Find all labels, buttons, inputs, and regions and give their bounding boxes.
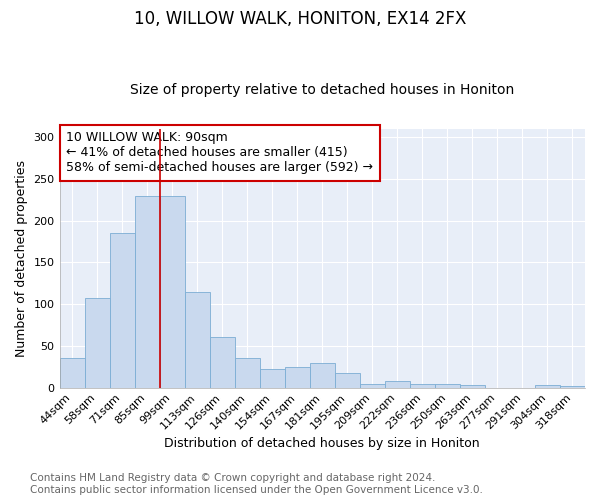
Bar (59, 358, 85, 388)
Text: 10 WILLOW WALK: 90sqm
← 41% of detached houses are smaller (415)
58% of semi-det: 10 WILLOW WALK: 90sqm ← 41% of detached … (67, 132, 373, 174)
Bar (535, 385, 560, 388)
Bar (110, 233, 134, 388)
Text: 10, WILLOW WALK, HONITON, EX14 2FX: 10, WILLOW WALK, HONITON, EX14 2FX (134, 10, 466, 28)
Bar (260, 369, 285, 388)
Bar (560, 386, 585, 388)
Bar (85, 298, 110, 388)
Bar (410, 384, 435, 388)
Bar (209, 338, 235, 388)
Y-axis label: Number of detached properties: Number of detached properties (15, 160, 28, 356)
Bar (335, 374, 360, 388)
Bar (435, 384, 460, 388)
Bar (285, 366, 310, 388)
Title: Size of property relative to detached houses in Honiton: Size of property relative to detached ho… (130, 83, 514, 97)
Text: Contains HM Land Registry data © Crown copyright and database right 2024.
Contai: Contains HM Land Registry data © Crown c… (30, 474, 483, 495)
Bar (160, 196, 185, 388)
Bar (360, 384, 385, 388)
Bar (460, 385, 485, 388)
Bar (235, 358, 260, 388)
X-axis label: Distribution of detached houses by size in Honiton: Distribution of detached houses by size … (164, 437, 480, 450)
Bar (310, 364, 335, 388)
Bar (134, 196, 160, 388)
Bar (185, 292, 209, 388)
Bar (385, 381, 410, 388)
